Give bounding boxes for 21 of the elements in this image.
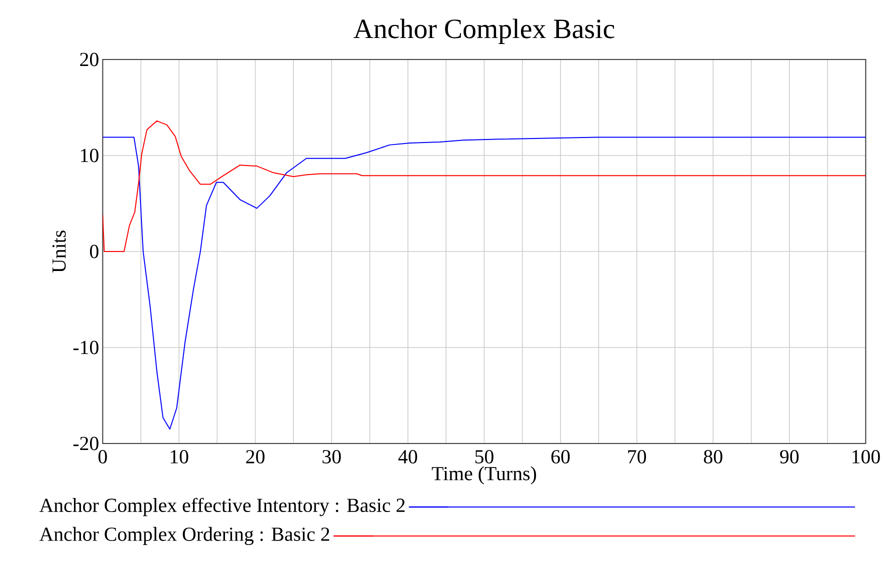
y-tick-label: 10 <box>81 148 98 162</box>
y-tick-label: -10 <box>73 340 98 354</box>
y-tick-label: 20 <box>80 52 98 66</box>
legend-label: Anchor Complex Ordering : Basic 2 <box>39 526 330 546</box>
x-tick-label: 50 <box>475 450 494 464</box>
y-axis-title: Units <box>52 230 66 273</box>
legend-label: Anchor Complex effective Intentory : Basic 2 <box>39 498 405 516</box>
x-tick-label: 20 <box>246 450 265 464</box>
x-tick-label: 80 <box>704 450 722 464</box>
y-tick-label: -20 <box>73 436 98 450</box>
x-tick-label: 30 <box>322 450 341 464</box>
x-tick-label: 10 <box>170 450 188 464</box>
x-axis-title: Time (Turns) <box>432 466 536 484</box>
x-tick-label: 60 <box>551 450 570 464</box>
x-tick-label: 0 <box>98 450 107 464</box>
x-tick-label: 90 <box>780 450 799 464</box>
x-tick-label: 70 <box>628 450 646 464</box>
x-tick-label: 100 <box>852 450 880 464</box>
chart-title: Anchor Complex Basic <box>354 18 614 44</box>
y-tick-label: 0 <box>90 244 98 258</box>
x-tick-label: 40 <box>398 450 418 464</box>
